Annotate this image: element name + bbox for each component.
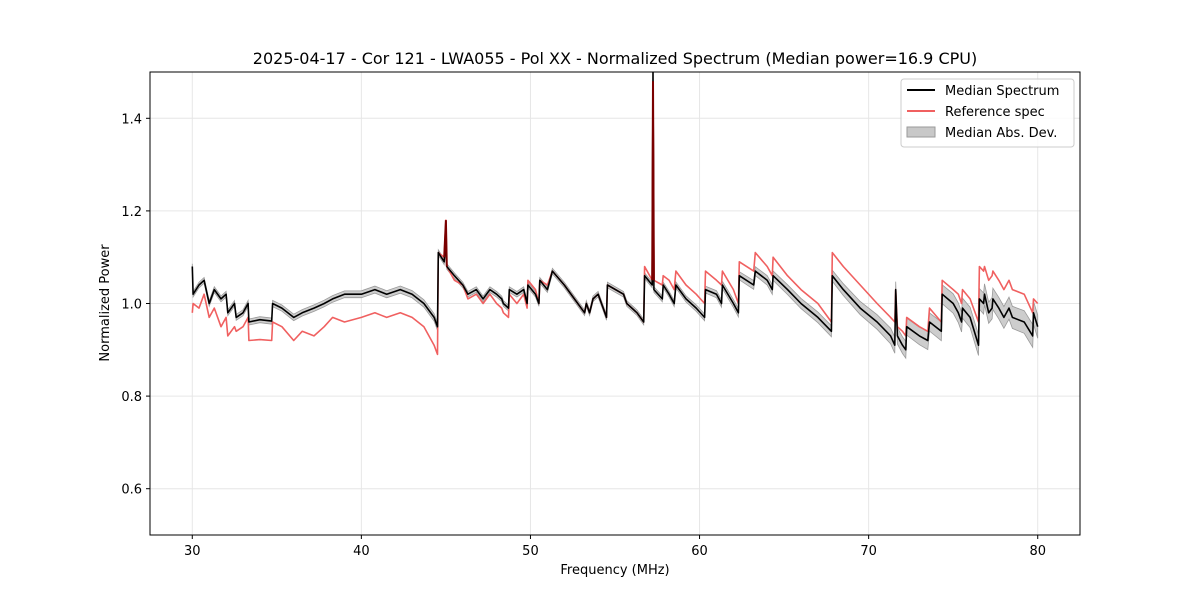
- plot-series: [191, 72, 1039, 360]
- x-tick-label: 60: [691, 544, 708, 559]
- legend: Median Spectrum Reference spec Median Ab…: [900, 78, 1075, 148]
- x-tick-label: 40: [353, 544, 370, 559]
- overlap-spike-line: [651, 81, 655, 281]
- y-tick-label: 1.4: [121, 112, 142, 127]
- overlap-spike-line: [443, 220, 448, 267]
- legend-box: [900, 78, 1075, 148]
- y-tick-label: 1.2: [121, 205, 142, 220]
- x-axis-label: Frequency (MHz): [560, 563, 669, 578]
- legend-median-label: Median Spectrum: [945, 84, 1059, 99]
- x-tick-label: 30: [184, 544, 201, 559]
- y-tick-label: 1.0: [121, 298, 142, 313]
- legend-mad-swatch: [906, 126, 936, 138]
- y-tick-label: 0.8: [121, 390, 142, 405]
- legend-reference-label: Reference spec: [945, 105, 1045, 120]
- y-axis-label: Normalized Power: [98, 244, 113, 362]
- median-abs-dev-band: [191, 72, 1039, 360]
- chart-title: 2025-04-17 - Cor 121 - LWA055 - Pol XX -…: [253, 49, 977, 68]
- legend-mad-label: Median Abs. Dev.: [945, 126, 1057, 141]
- x-tick-label: 50: [522, 544, 539, 559]
- x-tick-label: 70: [860, 544, 877, 559]
- y-tick-label: 0.6: [121, 483, 142, 498]
- axis-ticks: 30 40 50 60 70 80 0.6 0.8 1.0 1.2 1.4: [121, 112, 1046, 559]
- median-spectrum-line: [191, 72, 1039, 351]
- x-tick-label: 80: [1029, 544, 1046, 559]
